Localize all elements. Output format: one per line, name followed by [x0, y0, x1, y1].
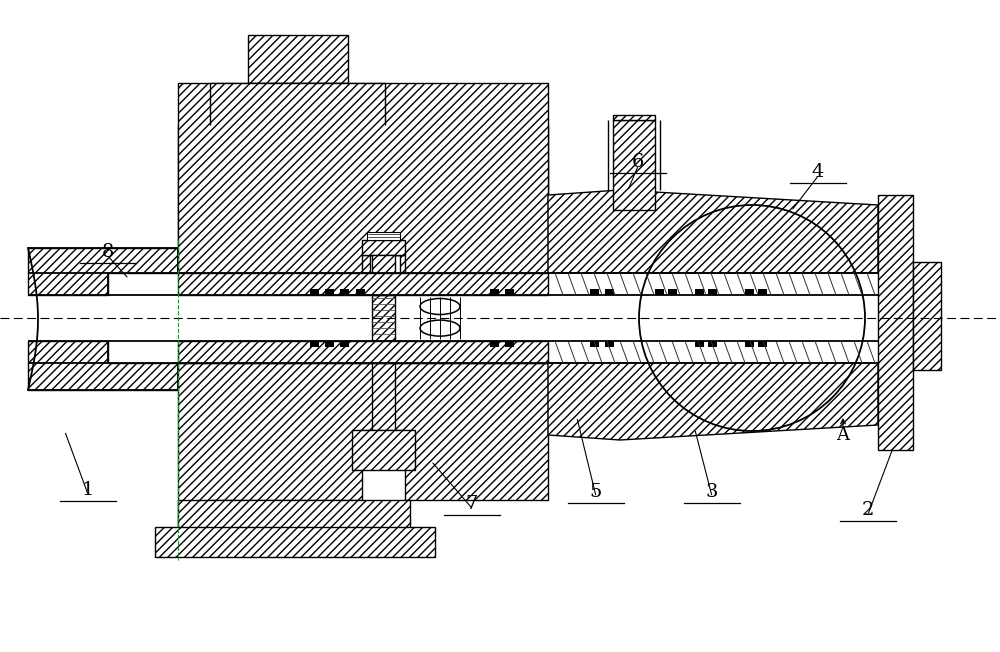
Text: 7: 7 [466, 495, 478, 513]
Polygon shape [178, 273, 548, 295]
Bar [340, 341, 349, 347]
Bar [352, 430, 415, 470]
Bar [878, 195, 913, 450]
Bar [613, 120, 655, 210]
Text: 4: 4 [812, 163, 824, 181]
Polygon shape [28, 248, 178, 295]
Bar [655, 289, 664, 295]
Polygon shape [178, 83, 548, 273]
Text: 2: 2 [862, 501, 874, 519]
Bar [605, 341, 614, 347]
Bar [155, 527, 435, 557]
Bar [340, 289, 349, 295]
Bar [505, 341, 514, 347]
Bar [695, 289, 704, 295]
Polygon shape [178, 363, 548, 545]
Bar [490, 341, 499, 347]
Bar [695, 341, 704, 347]
Bar [913, 262, 941, 370]
Bar [590, 289, 599, 295]
Bar [758, 341, 767, 347]
Bar [310, 289, 319, 295]
Bar [367, 232, 400, 240]
Bar [745, 289, 754, 295]
Bar [362, 240, 405, 255]
Text: 5: 5 [590, 483, 602, 501]
Bar [310, 341, 319, 347]
Bar [490, 289, 499, 295]
Bar [356, 289, 365, 295]
Bar [613, 115, 655, 120]
Bar [708, 341, 717, 347]
Polygon shape [178, 83, 548, 273]
Bar [372, 255, 395, 295]
Bar [590, 341, 599, 347]
Bar [178, 500, 410, 550]
Text: 1: 1 [82, 481, 94, 499]
Bar [325, 341, 334, 347]
Text: A: A [836, 426, 850, 444]
Text: 3: 3 [706, 483, 718, 501]
Bar [248, 35, 348, 83]
Bar [505, 289, 514, 295]
Bar [325, 289, 334, 295]
Bar [708, 289, 717, 295]
Bar [372, 295, 395, 341]
Bar [372, 363, 395, 430]
Polygon shape [548, 190, 878, 273]
Bar [668, 289, 677, 295]
Bar [210, 83, 385, 125]
Text: 8: 8 [102, 243, 114, 261]
Text: 6: 6 [632, 153, 644, 171]
Polygon shape [28, 341, 178, 390]
Bar [745, 341, 754, 347]
Bar [605, 289, 614, 295]
Bar [758, 289, 767, 295]
Polygon shape [178, 341, 548, 363]
Polygon shape [548, 363, 878, 440]
